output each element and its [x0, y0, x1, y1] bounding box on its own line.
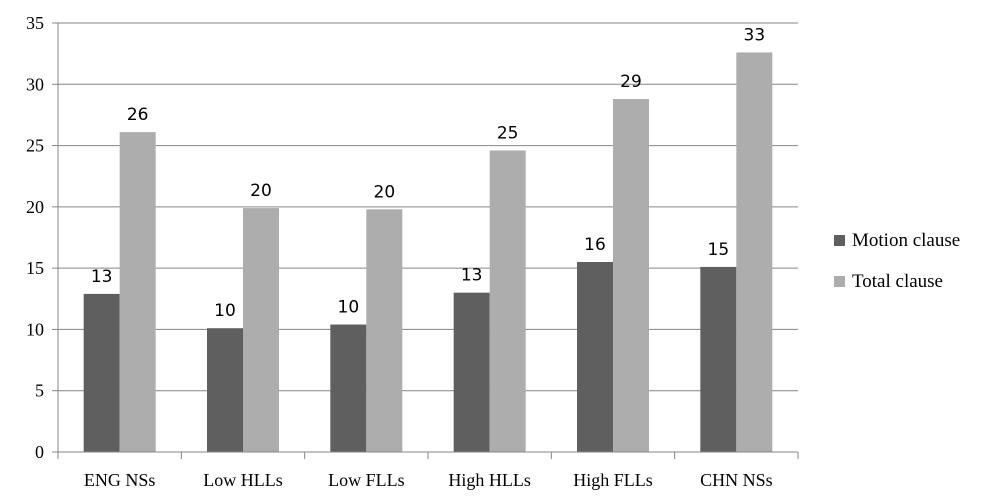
bar [736, 52, 773, 452]
x-tick-label: High HLLs [448, 470, 531, 490]
bar [119, 132, 156, 453]
bar [330, 324, 367, 452]
data-labels: 13 26 10 20 10 20 13 25 16 29 15 33 [91, 25, 765, 321]
y-tick-label: 15 [26, 258, 44, 278]
data-label: 33 [744, 25, 766, 45]
y-tick-label: 25 [26, 136, 44, 156]
y-tick-label: 10 [26, 319, 44, 339]
data-label: 26 [127, 105, 149, 125]
data-label: 13 [461, 266, 483, 286]
x-tick-label: Low HLLs [203, 470, 283, 490]
x-tick-label: CHN NSs [700, 470, 773, 490]
x-tick-label: ENG NSs [84, 470, 156, 490]
y-tick-label: 30 [26, 74, 44, 94]
data-label: 20 [374, 182, 396, 202]
bar [207, 328, 243, 452]
x-tick-labels: ENG NSs Low HLLs Low FLLs High HLLs High FLL… [84, 470, 773, 490]
x-tick-label: High FLLs [573, 470, 653, 490]
bars [83, 52, 773, 453]
bar [613, 98, 649, 452]
data-label: 16 [584, 235, 606, 255]
bar [453, 292, 490, 452]
data-label: 29 [620, 72, 642, 92]
bar [489, 150, 526, 452]
y-tick-label: 35 [26, 13, 44, 33]
data-label: 25 [497, 123, 519, 143]
y-tick-label: 5 [35, 381, 44, 401]
legend-label: Motion clause [852, 230, 960, 251]
legend-swatch [834, 235, 845, 246]
y-tick-labels: 0 5 10 15 20 25 30 35 [26, 13, 44, 462]
gridlines [58, 22, 798, 392]
bar [83, 293, 120, 452]
bar [243, 208, 279, 452]
bar [366, 209, 403, 452]
data-label: 13 [91, 267, 113, 287]
x-tick-label: Low FLLs [328, 470, 405, 490]
legend-swatch [834, 276, 845, 287]
y-tick-label: 20 [26, 197, 44, 217]
data-label: 20 [250, 181, 272, 201]
legend-label: Total clause [852, 271, 943, 292]
y-tick-label: 0 [35, 442, 44, 462]
legend: Motion clause Total clause [834, 230, 960, 292]
axes [52, 22, 799, 459]
bar [577, 262, 613, 452]
data-label: 10 [214, 301, 236, 321]
data-label: 15 [708, 240, 730, 260]
bar [700, 266, 737, 452]
data-label: 10 [338, 298, 360, 318]
